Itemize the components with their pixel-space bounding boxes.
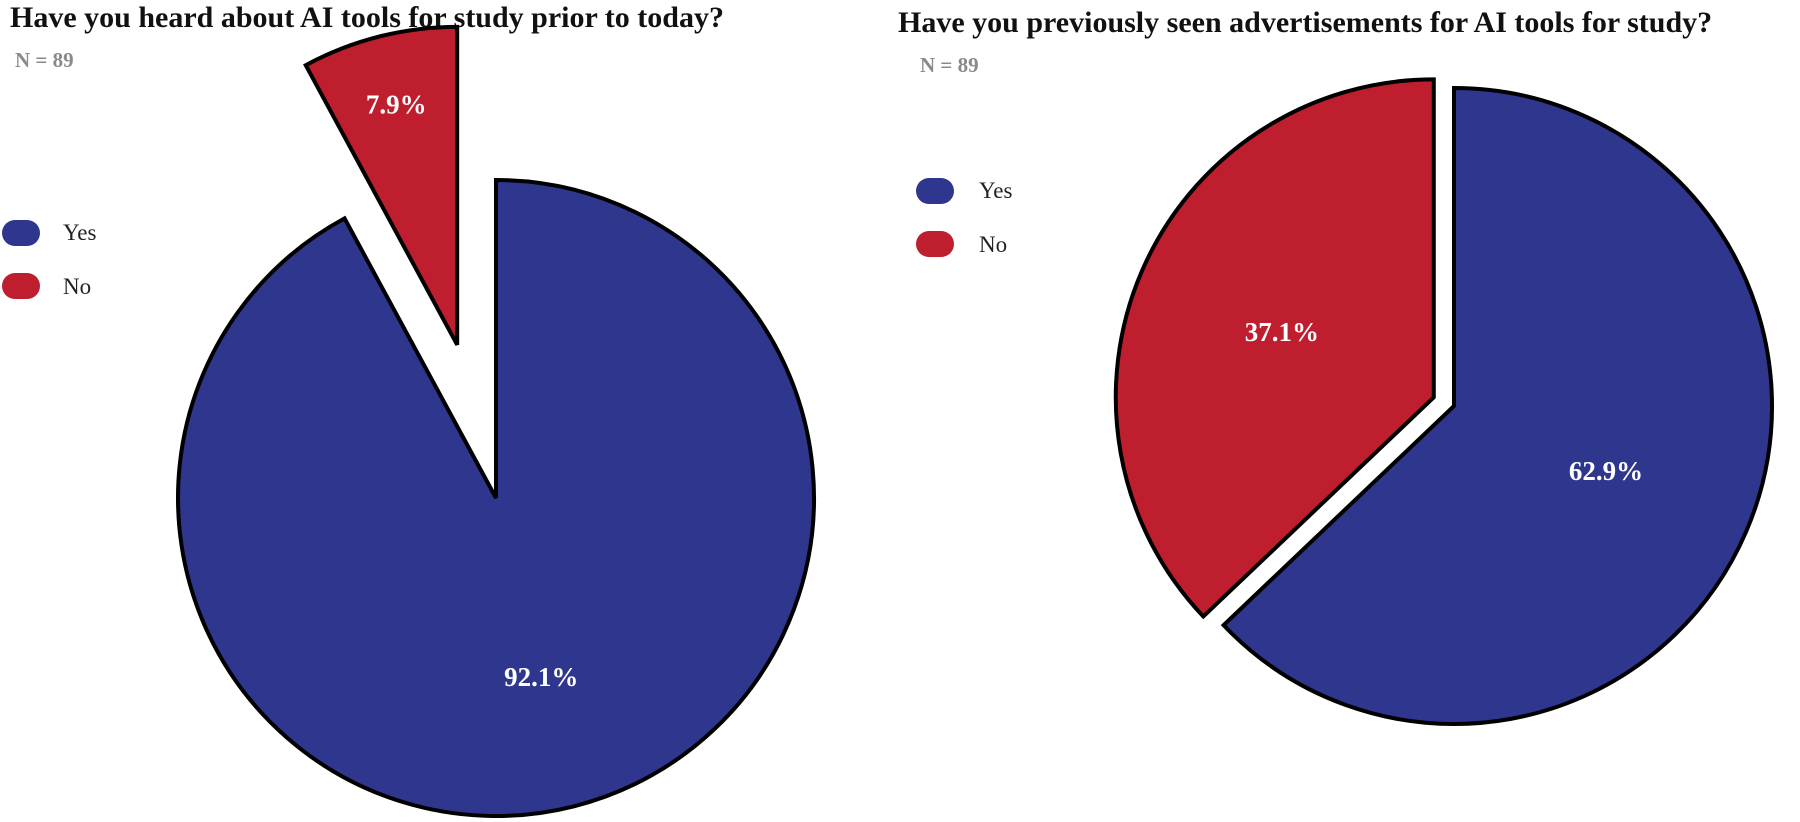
chart-title: Have you heard about AI tools for study … [10,1,724,34]
sample-size-label: N = 89 [15,48,74,72]
legend-swatch-yes [916,178,954,204]
chart-seen-advertisements: Have you previously seen advertisements … [898,6,1774,726]
legend-label-no: No [979,232,1007,257]
legend: Yes No [2,220,97,299]
slice-value-label-no: 7.9% [366,89,427,119]
pie-slice-no [1113,77,1436,620]
slice-value-label-yes: 92.1% [504,662,578,692]
legend-label-yes: Yes [63,220,97,245]
pie-slice-yes [175,177,816,818]
legend-label-no: No [63,274,91,299]
chart-heard-about-ai-tools: Have you heard about AI tools for study … [2,1,816,818]
chart-title: Have you previously seen advertisements … [898,6,1712,39]
pie-slice-yes [1220,85,1774,726]
legend-swatch-no [2,273,40,299]
legend: Yes No [916,178,1013,257]
pie: 92.1% 7.9% [175,24,816,818]
slice-value-label-yes: 62.9% [1569,456,1643,486]
legend-swatch-yes [2,220,40,246]
slice-value-label-no: 37.1% [1245,317,1319,347]
pie: 62.9% 37.1% [1113,77,1774,726]
legend-label-yes: Yes [979,178,1013,203]
legend-swatch-no [916,231,954,257]
pie-slice-no [303,24,460,346]
sample-size-label: N = 89 [920,53,979,77]
